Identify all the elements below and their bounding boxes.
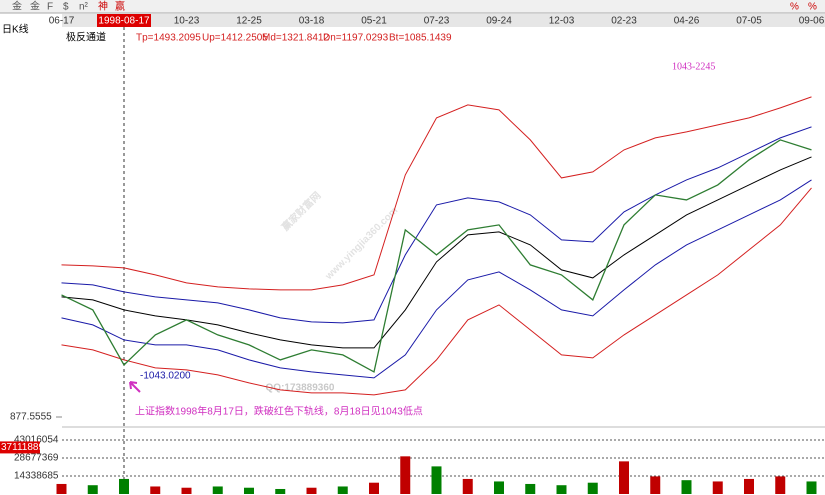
volume-bar bbox=[462, 478, 473, 494]
toolbar-icon[interactable]: n² bbox=[79, 2, 89, 13]
toolbar-icon[interactable]: 赢 bbox=[115, 0, 125, 13]
x-tick-label: 07-05 bbox=[736, 16, 762, 27]
x-tick-label: 03-18 bbox=[299, 16, 325, 27]
volume-bar bbox=[681, 480, 692, 494]
low-annotation: -1043.0200 bbox=[140, 371, 191, 382]
note-annotation: 上证指数1998年8月17日，跌破红色下轨线，8月18日见1043低点 bbox=[135, 405, 423, 418]
volume-bar bbox=[275, 488, 286, 494]
y-tick-label: 14338685 bbox=[14, 471, 59, 482]
channel-line bbox=[61, 187, 812, 396]
watermark-group: 赢家财富网 www.yingjia360.com bbox=[279, 189, 400, 283]
panel-title: 日K线 bbox=[2, 23, 29, 36]
volume-bar bbox=[619, 461, 629, 494]
volume-bar bbox=[337, 486, 348, 494]
toolbar-icon[interactable]: % bbox=[790, 2, 799, 13]
x-tick-label: 05-21 bbox=[361, 16, 387, 27]
date-strip bbox=[62, 14, 825, 27]
range-annotation: 1043-2245 bbox=[672, 61, 715, 72]
toolbar-icon[interactable]: 金 bbox=[12, 0, 22, 13]
volume-bar bbox=[494, 481, 504, 494]
indicator-value: Md=1321.8412 bbox=[262, 33, 329, 44]
y-tick-label: 28677369 bbox=[14, 453, 59, 464]
volume-bar bbox=[56, 483, 67, 494]
indicator-title: 极反通道 bbox=[66, 31, 106, 44]
toolbar-icon[interactable]: $ bbox=[63, 2, 69, 13]
indicator-value: Dn=1197.0293 bbox=[323, 33, 389, 44]
volume-bar bbox=[744, 478, 754, 494]
price-line bbox=[61, 139, 812, 373]
toolbar-bg bbox=[0, 0, 825, 13]
cursor-date-bg bbox=[97, 14, 151, 27]
volume-bar bbox=[525, 483, 536, 494]
volume-bar bbox=[87, 485, 98, 494]
x-tick-label: 04-26 bbox=[674, 16, 700, 27]
y-tick-label: 877.5555 bbox=[10, 412, 52, 423]
cursor-value-bg bbox=[0, 441, 40, 454]
channel-line bbox=[61, 126, 812, 324]
channel-line bbox=[61, 156, 812, 349]
volume-bar bbox=[712, 481, 723, 494]
watermark: QQ:173889360 bbox=[266, 383, 335, 394]
x-tick-label: 06-17 bbox=[49, 16, 75, 27]
volume-bar bbox=[181, 487, 192, 494]
x-tick-label: 10-23 bbox=[174, 16, 200, 27]
x-tick-label: 1998-08-17 bbox=[98, 16, 150, 27]
x-tick-label: 09-06 bbox=[799, 16, 825, 27]
volume-bar bbox=[212, 486, 223, 494]
indicator-value: Bt=1085.1439 bbox=[389, 33, 452, 44]
volume-bar bbox=[431, 466, 442, 494]
volume-bar bbox=[119, 478, 129, 494]
volume-bar bbox=[400, 456, 411, 494]
x-tick-label: 02-23 bbox=[611, 16, 637, 27]
volume-bar bbox=[775, 476, 786, 494]
toolbar-icon[interactable]: 神 bbox=[98, 0, 108, 13]
x-tick-label: 12-03 bbox=[549, 16, 575, 27]
toolbar-icon[interactable]: F bbox=[47, 2, 53, 13]
toolbar-icon[interactable]: % bbox=[808, 2, 817, 13]
watermark: 赢家财富网 bbox=[279, 189, 324, 234]
volume-bar bbox=[306, 487, 317, 494]
volume-bar bbox=[806, 481, 817, 494]
x-tick-label: 07-23 bbox=[424, 16, 450, 27]
indicator-value: Up=1412.2505 bbox=[202, 33, 268, 44]
low-arrow bbox=[129, 381, 141, 393]
volume-bar bbox=[587, 482, 598, 494]
channel-line bbox=[61, 96, 812, 291]
volume-bar bbox=[369, 482, 379, 494]
watermark: www.yingjia360.com bbox=[323, 205, 400, 282]
volume-bar bbox=[244, 487, 254, 494]
toolbar-icon[interactable]: 金 bbox=[30, 0, 40, 13]
indicator-value: Tp=1493.2095 bbox=[136, 33, 201, 44]
x-tick-label: 12-25 bbox=[236, 16, 262, 27]
volume-bar bbox=[150, 486, 161, 494]
volume-bar bbox=[556, 485, 567, 494]
cursor-value: 37111889 bbox=[1, 442, 44, 453]
volume-bar bbox=[650, 476, 661, 494]
channel-line bbox=[61, 179, 812, 379]
y-tick-label: 43016054 bbox=[14, 435, 59, 446]
x-tick-label: 09-24 bbox=[486, 16, 512, 27]
